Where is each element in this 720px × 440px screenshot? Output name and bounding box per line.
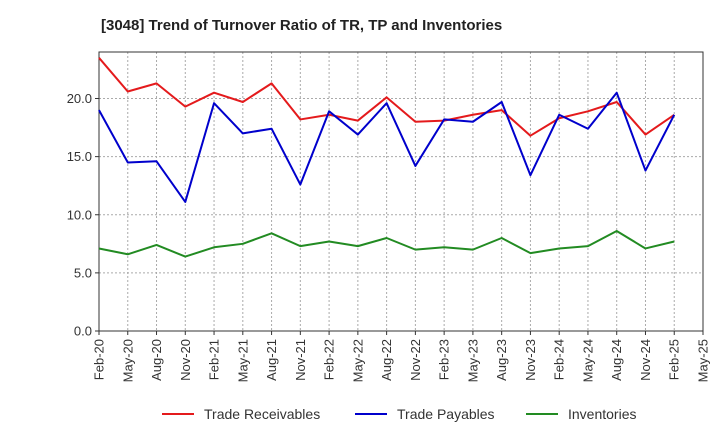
x-axis: Feb-20 May-20 Aug-20 Nov-20 Feb-21 May-21 Aug-… [92,331,711,382]
x-tick-label: Feb-24 [552,339,567,380]
x-tick-label: Aug-24 [609,339,624,381]
x-tick-label: Feb-21 [207,339,222,380]
x-tick-label: May-24 [580,339,595,382]
x-tick-label: Nov-24 [638,339,653,381]
y-axis: 0.0 5.0 10.0 15.0 20.0 [67,91,99,339]
legend-label-inventories: Inventories [568,406,636,422]
x-tick-label: May-22 [350,339,365,382]
x-tick-label: May-21 [235,339,250,382]
x-tick-label: Nov-22 [408,339,423,381]
x-tick-label: Nov-20 [178,339,193,381]
x-tick-label: Feb-23 [437,339,452,380]
legend-label-trade-payables: Trade Payables [397,406,495,422]
x-tick-label: May-25 [696,339,711,382]
x-tick-label: Feb-25 [667,339,682,380]
legend-label-trade-receivables: Trade Receivables [204,406,320,422]
x-tick-label: Feb-20 [92,339,107,380]
x-tick-label: May-23 [465,339,480,382]
series-line-trade-payables [98,91,676,203]
series-line-inventories [98,230,675,258]
series-line-trade-receivables [98,57,675,137]
series-lines [98,57,676,258]
y-tick-label: 20.0 [67,91,92,106]
y-tick-label: 10.0 [67,207,92,222]
x-tick-label: Aug-23 [494,339,509,381]
x-tick-label: Aug-21 [264,339,279,381]
x-tick-label: Feb-22 [322,339,337,380]
plot-area [98,51,704,332]
legend: Trade Receivables Trade Payables Inventori… [162,406,636,422]
x-tick-label: Aug-20 [149,339,164,381]
grid-lines [98,52,704,332]
chart-title: [3048] Trend of Turnover Ratio of TR, TP… [101,17,502,34]
x-tick-label: Aug-22 [379,339,394,381]
x-tick-label: Nov-23 [523,339,538,381]
y-tick-label: 15.0 [67,149,92,164]
y-tick-label: 0.0 [74,324,92,339]
x-tick-label: May-20 [120,339,135,382]
y-tick-label: 5.0 [74,265,92,280]
x-tick-label: Nov-21 [293,339,308,381]
